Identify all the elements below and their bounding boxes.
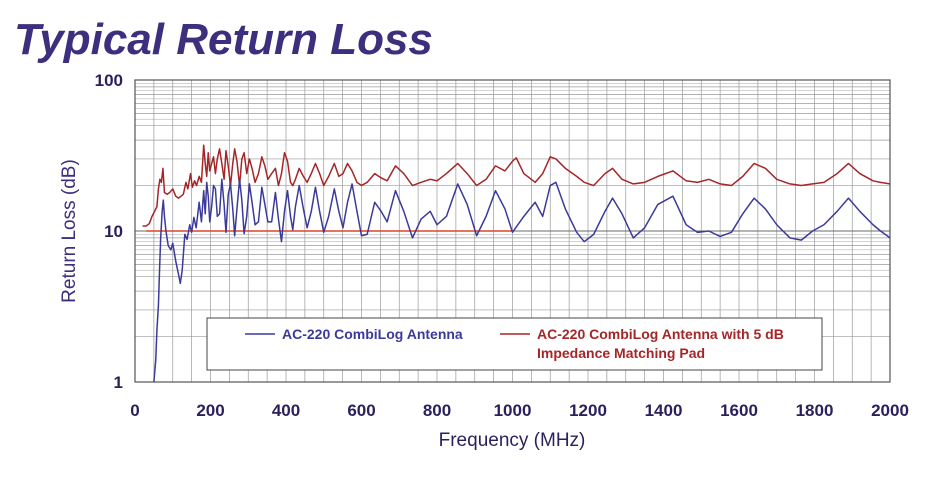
legend-box	[206, 317, 823, 371]
y-axis-label: Return Loss (dB)	[59, 159, 80, 303]
series-line-1	[153, 178, 891, 383]
y-tick-labels: 1 10 100	[95, 71, 123, 392]
chart-title: Typical Return Loss	[14, 15, 433, 64]
x-tick-label: 2000	[871, 401, 909, 420]
legend: AC-220 CombiLog Antenna AC-220 CombiLog …	[206, 317, 823, 371]
y-tick-label: 1	[114, 373, 123, 392]
legend-label-series-2: AC-220 CombiLog Antenna with 5 dB Impeda…	[537, 326, 788, 361]
x-tick-label: 400	[272, 401, 300, 420]
x-tick-label: 800	[423, 401, 451, 420]
x-tick-label: 1400	[645, 401, 683, 420]
x-tick-label: 1800	[796, 401, 834, 420]
x-tick-label: 1200	[569, 401, 607, 420]
x-axis-label: Frequency (MHz)	[439, 430, 586, 451]
y-tick-label: 100	[95, 71, 123, 90]
x-tick-label: 1000	[494, 401, 532, 420]
series-group	[142, 144, 891, 383]
x-tick-label: 600	[347, 401, 375, 420]
x-tick-label: 200	[196, 401, 224, 420]
x-tick-labels: 0 200 400 600 800 1000 1200 1400 1600 1800 2000	[130, 401, 909, 420]
plot-frame	[134, 79, 891, 383]
x-tick-label: 1600	[720, 401, 758, 420]
series-line-2	[142, 144, 891, 227]
y-tick-label: 10	[104, 222, 123, 241]
x-tick-label: 0	[130, 401, 139, 420]
legend-label-series-1: AC-220 CombiLog Antenna	[282, 326, 463, 342]
